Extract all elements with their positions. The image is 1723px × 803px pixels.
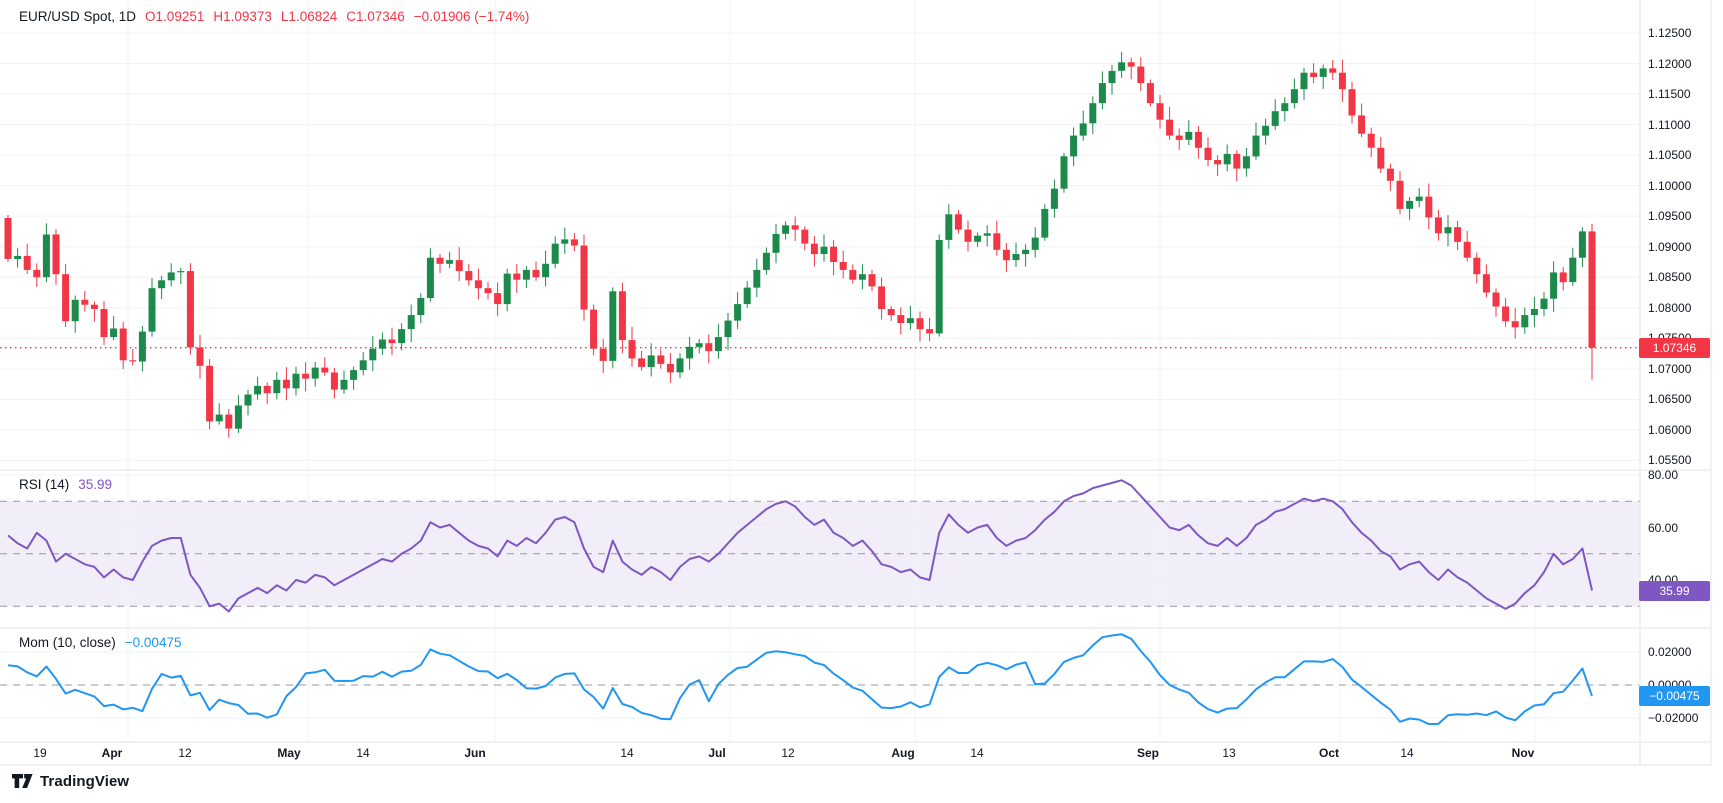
time-axis-tick: Sep — [1136, 746, 1160, 760]
price-axis-tick: 1.09000 — [1648, 239, 1692, 254]
time-axis-tick: Jun — [464, 746, 486, 760]
time-axis-tick: 19 — [33, 746, 47, 760]
rsi-title: RSI (14) — [19, 477, 70, 492]
momentum-line — [7, 633, 1593, 726]
tradingview-logo-icon — [12, 774, 33, 788]
price-axis-tick: 1.09500 — [1648, 209, 1692, 224]
rsi-axis-tick: 60.00 — [1648, 520, 1679, 535]
time-axis-tick: 14 — [1400, 746, 1414, 760]
tradingview-logo-text: TradingView — [40, 773, 130, 790]
time-axis-tick: 14 — [356, 746, 370, 760]
time-axis-tick: 13 — [1222, 746, 1236, 760]
ohlc-low: L1.06824 — [280, 9, 338, 24]
last-price-badge: 1.07346 — [1639, 337, 1710, 358]
time-axis-tick: Nov — [1511, 746, 1535, 760]
time-axis-tick: 12 — [781, 746, 795, 760]
ohlc-change: −0.01906 (−1.74%) — [413, 9, 530, 24]
price-axis-tick: 1.06000 — [1648, 422, 1692, 437]
time-axis-tick: 14 — [970, 746, 984, 760]
ohlc-open: O1.09251 — [145, 9, 205, 24]
price-axis-tick: 1.07000 — [1648, 361, 1692, 376]
price-axis-tick: 1.10000 — [1648, 178, 1692, 193]
mom-value: −0.00475 — [124, 635, 182, 650]
price-axis-tick: 1.06500 — [1648, 392, 1692, 407]
price-axis-tick: 1.08000 — [1648, 300, 1692, 315]
mom-axis-tick: 0.02000 — [1648, 645, 1692, 659]
price-axis-tick: 1.10500 — [1648, 148, 1692, 163]
price-axis-tick: 1.05500 — [1648, 453, 1692, 468]
symbol-legend[interactable]: EUR/USD Spot, 1D O1.09251 H1.09373 L1.06… — [19, 9, 529, 24]
ohlc-close: C1.07346 — [346, 9, 405, 24]
price-axis-tick: 1.11000 — [1648, 117, 1691, 132]
time-axis-tick: Aug — [891, 746, 915, 760]
time-axis-tick: Jul — [708, 746, 726, 760]
mom-legend[interactable]: Mom (10, close) −0.00475 — [19, 635, 181, 650]
time-axis-tick: Apr — [101, 746, 123, 760]
time-axis-tick: 12 — [178, 746, 192, 760]
rsi-legend[interactable]: RSI (14) 35.99 — [19, 477, 112, 492]
tradingview-branding[interactable]: TradingView — [12, 773, 129, 790]
symbol-title: EUR/USD Spot, 1D — [19, 9, 137, 24]
rsi-value: 35.99 — [78, 477, 113, 492]
mom-axis-tick: −0.02000 — [1648, 711, 1699, 725]
price-axis-tick: 1.12500 — [1648, 26, 1692, 40]
rsi-value-badge: 35.99 — [1639, 580, 1710, 601]
rsi-line — [7, 479, 1593, 613]
time-axis-tick: May — [277, 746, 301, 760]
mom-title: Mom (10, close) — [19, 635, 116, 650]
ohlc-high: H1.09373 — [213, 9, 272, 24]
time-axis-tick: 14 — [620, 746, 634, 760]
time-axis-tick: Oct — [1318, 746, 1340, 760]
price-axis-tick: 1.08500 — [1648, 270, 1692, 285]
price-pane-candles — [4, 51, 1596, 438]
rsi-axis-tick: 80.00 — [1648, 468, 1679, 482]
price-axis-tick: 1.11500 — [1648, 87, 1691, 102]
mom-value-badge: −0.00475 — [1639, 686, 1710, 707]
price-axis-tick: 1.12000 — [1648, 56, 1692, 71]
